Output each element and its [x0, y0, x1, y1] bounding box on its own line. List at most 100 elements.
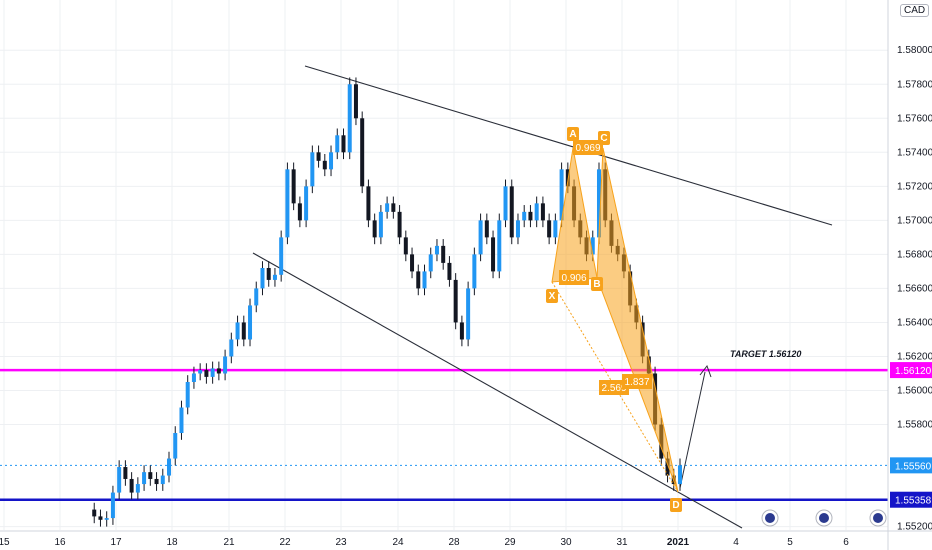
candle-body[interactable]	[198, 370, 203, 374]
upper-trendline[interactable]	[304, 65, 833, 226]
candle-body[interactable]	[191, 373, 196, 382]
candle-body[interactable]	[441, 245, 446, 263]
candle-body[interactable]	[428, 254, 433, 272]
pattern-point-b[interactable]	[591, 277, 603, 291]
candle-body[interactable]	[385, 203, 390, 212]
candle-body[interactable]	[117, 467, 122, 493]
lower-trendline[interactable]	[252, 252, 743, 529]
candle-body[interactable]	[291, 169, 296, 204]
candle-body[interactable]	[515, 220, 520, 238]
candle-body[interactable]	[341, 135, 346, 153]
pattern-point-a[interactable]	[567, 127, 579, 141]
candle-body[interactable]	[310, 152, 315, 187]
pattern-point-x[interactable]	[546, 289, 558, 303]
candle-body[interactable]	[484, 220, 489, 238]
candle-body[interactable]	[123, 467, 128, 479]
candle-body[interactable]	[447, 262, 452, 280]
candle-body[interactable]	[297, 203, 302, 221]
candle-body[interactable]	[596, 169, 601, 238]
candle-body[interactable]	[185, 381, 190, 408]
candle-body[interactable]	[154, 478, 159, 485]
candle-body[interactable]	[204, 370, 209, 377]
candle-body[interactable]	[216, 368, 221, 374]
pattern-point-label: B	[593, 279, 600, 290]
pattern-ratio-box	[599, 380, 629, 395]
candle-body[interactable]	[347, 84, 352, 153]
candle-body[interactable]	[403, 237, 408, 255]
candle-body[interactable]	[378, 211, 383, 238]
candle-body[interactable]	[416, 271, 421, 289]
pattern-point-d[interactable]	[670, 498, 682, 512]
candle-body[interactable]	[553, 220, 558, 238]
candle-body[interactable]	[167, 458, 172, 476]
y-tick-label: 1.57600	[897, 113, 932, 124]
candle-body[interactable]	[254, 288, 259, 306]
candle-body[interactable]	[534, 203, 539, 221]
pattern-xab-triangle[interactable]	[551, 147, 598, 283]
candle-body[interactable]	[497, 220, 502, 272]
candle-body[interactable]	[528, 211, 533, 221]
candle-body[interactable]	[422, 271, 427, 289]
candle-body[interactable]	[316, 152, 321, 161]
pattern-bcd-triangle[interactable]	[596, 147, 679, 493]
target-annotation[interactable]: TARGET 1.56120	[730, 349, 801, 359]
candle-body[interactable]	[547, 220, 552, 238]
candle-body[interactable]	[266, 268, 271, 280]
candle-body[interactable]	[509, 186, 514, 238]
candle-body[interactable]	[241, 322, 246, 340]
candle-body[interactable]	[372, 220, 377, 238]
candle-body[interactable]	[478, 220, 483, 255]
candle-body[interactable]	[503, 186, 508, 221]
x-tick-label: 5	[787, 537, 793, 548]
candle-body[interactable]	[272, 274, 277, 280]
candle-body[interactable]	[179, 407, 184, 434]
candle-body[interactable]	[142, 472, 147, 485]
candle-body[interactable]	[665, 458, 670, 476]
candle-body[interactable]	[260, 268, 265, 289]
candle-body[interactable]	[92, 509, 97, 517]
candle-body[interactable]	[397, 211, 402, 238]
candle-body[interactable]	[590, 237, 595, 255]
candle-body[interactable]	[459, 322, 464, 340]
candle-body[interactable]	[678, 465, 682, 485]
candle-body[interactable]	[173, 433, 178, 459]
candle-body[interactable]	[248, 305, 253, 340]
candle-body[interactable]	[540, 203, 545, 221]
candle-body[interactable]	[522, 211, 527, 221]
candle-body[interactable]	[235, 322, 240, 340]
candle-body[interactable]	[353, 84, 358, 119]
candle-body[interactable]	[160, 475, 165, 485]
candle-body[interactable]	[148, 472, 153, 479]
candle-body[interactable]	[329, 152, 334, 170]
candle-body[interactable]	[472, 254, 477, 289]
candle-body[interactable]	[304, 186, 309, 221]
target-arrow-line[interactable]	[679, 371, 706, 489]
harmonic-pattern[interactable]	[551, 147, 679, 493]
currency-badge[interactable]: CAD	[900, 4, 930, 17]
candle-body[interactable]	[360, 118, 365, 187]
candle-body[interactable]	[391, 203, 396, 212]
candle-body[interactable]	[98, 516, 103, 520]
candle-body[interactable]	[434, 245, 439, 255]
y-tick-label: 1.55800	[897, 420, 932, 431]
candle-body[interactable]	[285, 169, 290, 238]
y-tick-label: 1.58000	[897, 45, 932, 56]
candle-body[interactable]	[135, 484, 140, 493]
candle-body[interactable]	[110, 492, 115, 519]
candle-body[interactable]	[129, 478, 134, 493]
candle-body[interactable]	[210, 368, 215, 377]
candle-body[interactable]	[104, 518, 109, 520]
candle-body[interactable]	[559, 169, 564, 221]
candle-body[interactable]	[453, 279, 458, 323]
candle-body[interactable]	[491, 237, 496, 272]
candle-body[interactable]	[223, 356, 228, 374]
candle-body[interactable]	[335, 135, 340, 153]
candle-body[interactable]	[366, 186, 371, 221]
candle-body[interactable]	[279, 237, 284, 275]
candle-body[interactable]	[466, 288, 471, 340]
candle-body[interactable]	[322, 160, 327, 170]
candle-body[interactable]	[410, 254, 415, 272]
candle-body[interactable]	[229, 339, 234, 357]
